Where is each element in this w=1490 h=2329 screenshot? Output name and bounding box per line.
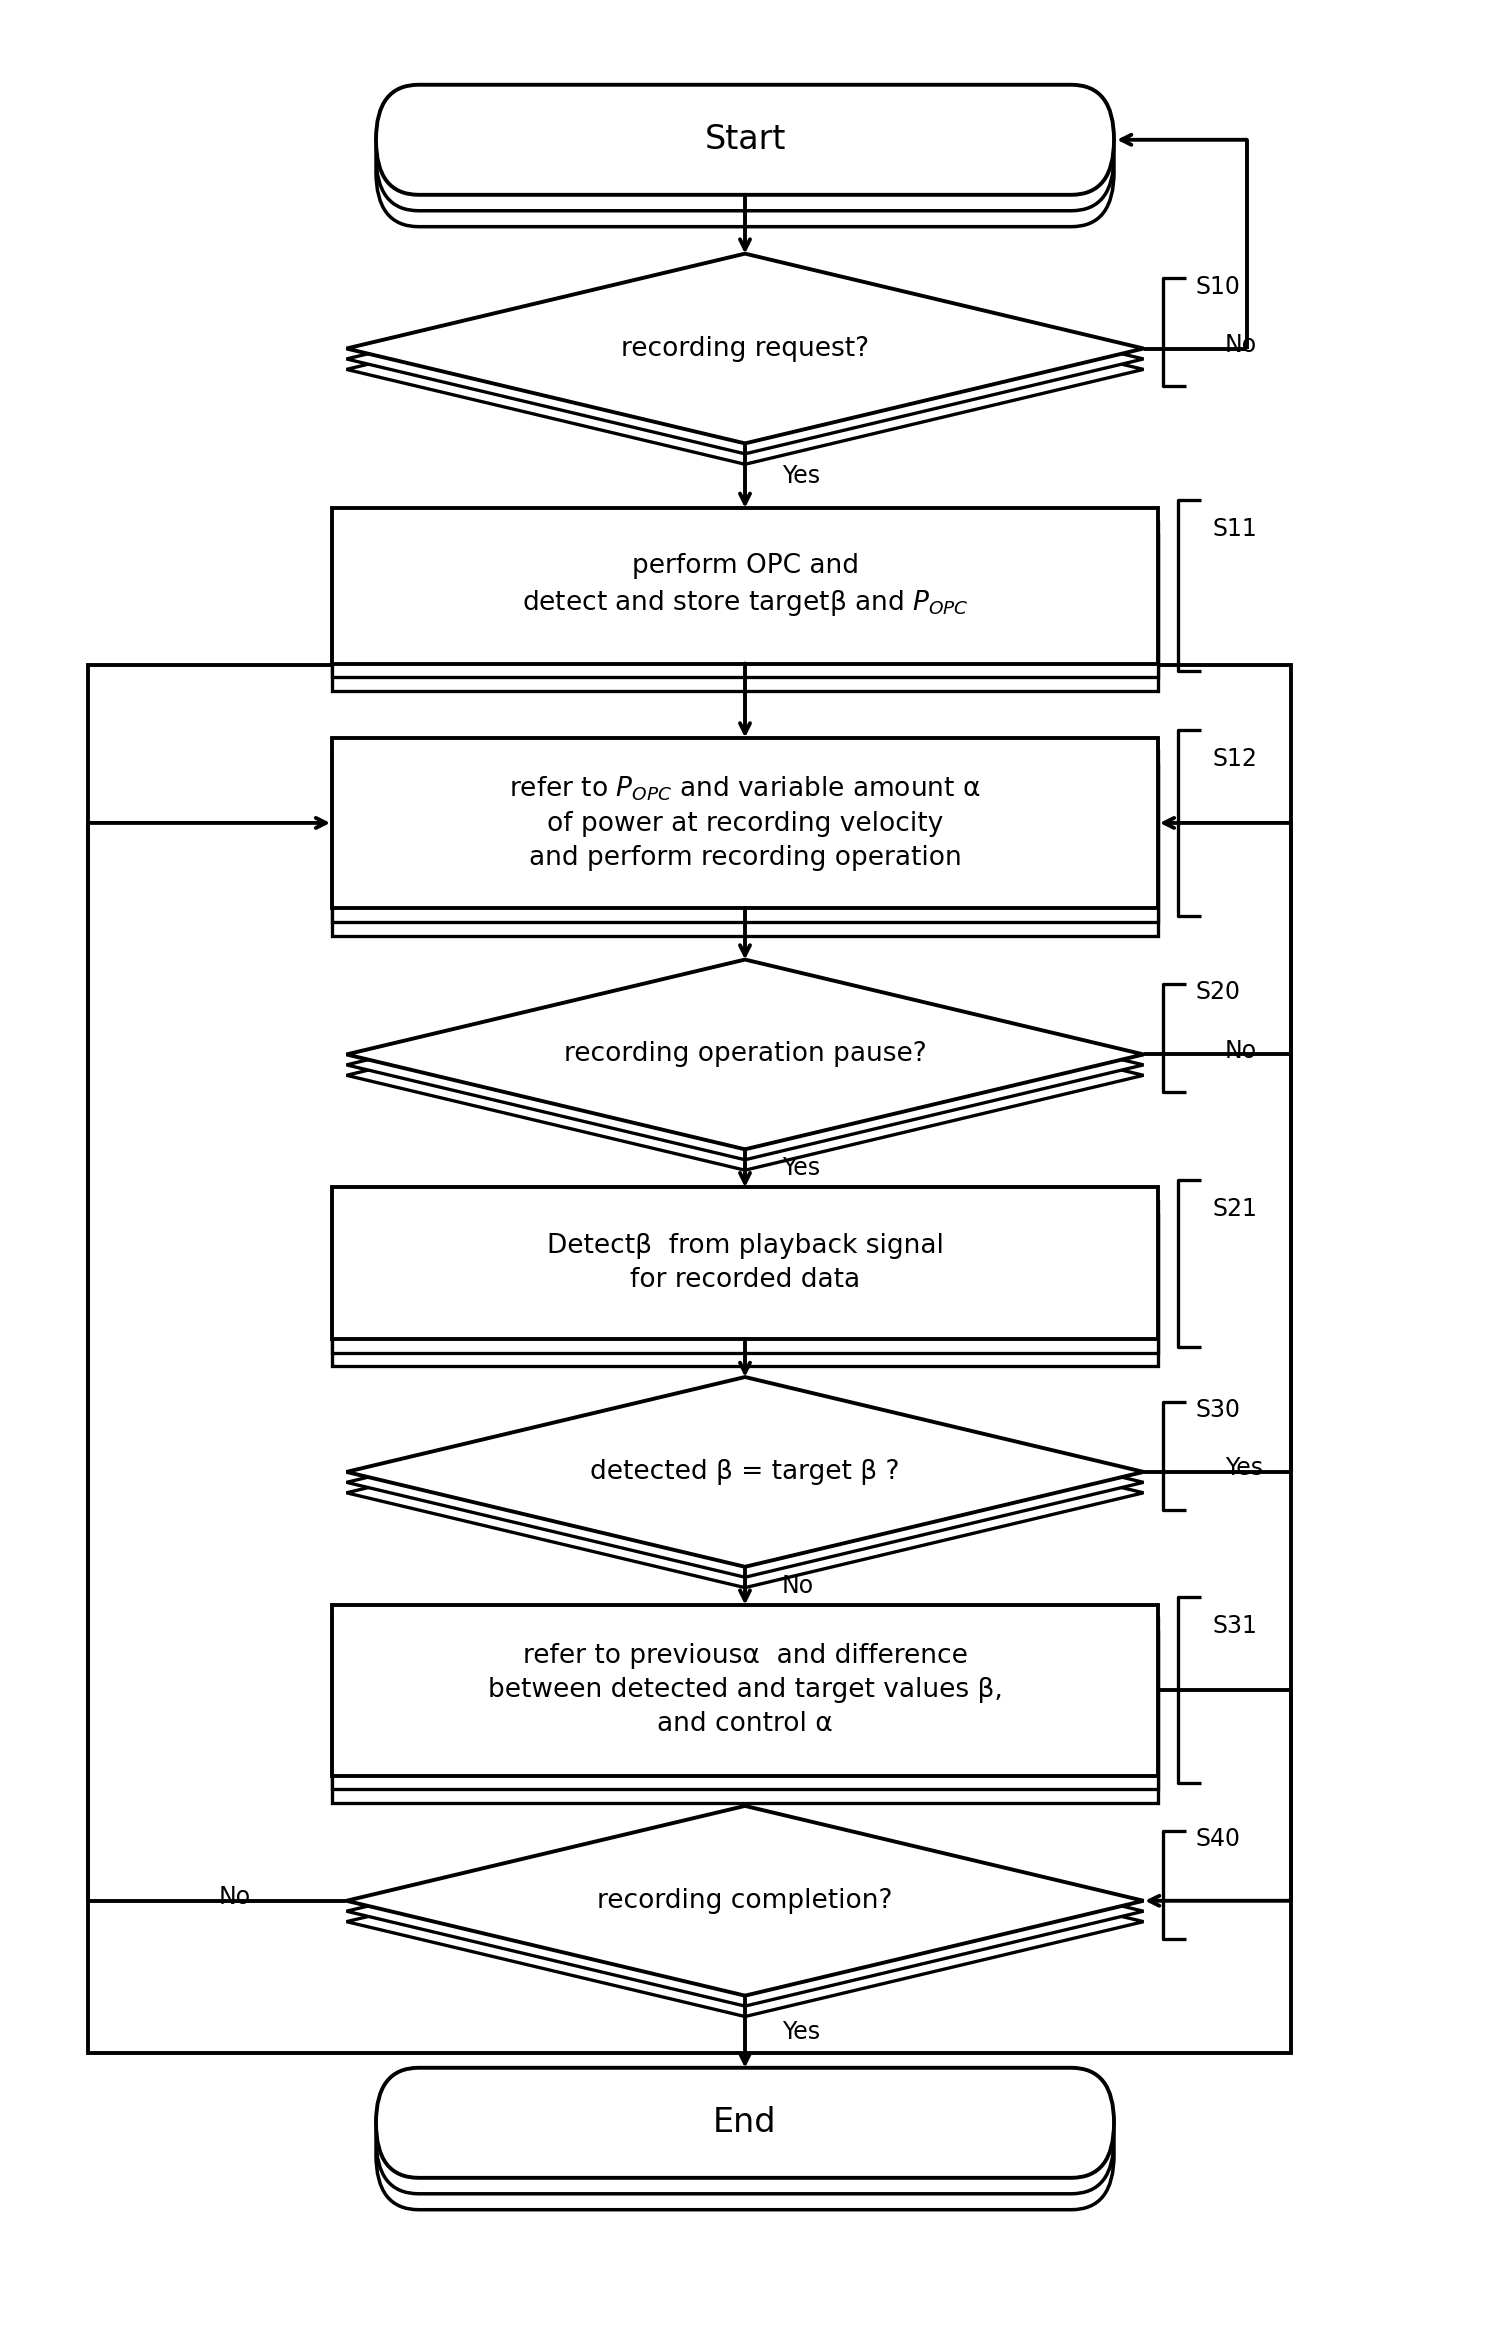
Polygon shape [347,1376,1143,1567]
Text: S20: S20 [1195,981,1240,1004]
Bar [332,536,1158,692]
Text: S31: S31 [1213,1614,1258,1637]
Bar [332,1216,1158,1367]
Bar [332,522,1158,678]
Polygon shape [347,960,1143,1148]
Text: detected β = target β ?: detected β = target β ? [590,1458,900,1486]
Text: No: No [1225,1039,1258,1062]
Bar [88,666,1292,2052]
Text: Yes: Yes [1225,1456,1264,1481]
Text: recording request?: recording request? [621,335,869,361]
Text: recording operation pause?: recording operation pause? [563,1041,927,1067]
Polygon shape [347,275,1143,463]
Text: Yes: Yes [782,1155,820,1181]
Text: Detectβ  from playback signal
for recorded data: Detectβ from playback signal for recorde… [547,1232,943,1293]
Text: recording completion?: recording completion? [597,1889,893,1914]
Bar [332,764,1158,936]
Polygon shape [347,1826,1143,2017]
Polygon shape [347,1805,1143,1996]
Text: S21: S21 [1213,1197,1258,1220]
Bar [332,738,1158,908]
Polygon shape [347,254,1143,443]
FancyBboxPatch shape [375,84,1115,196]
Bar [332,1633,1158,1803]
Bar [332,508,1158,664]
Text: S40: S40 [1195,1826,1240,1852]
Text: refer to previousα  and difference
between detected and target values β,
and con: refer to previousα and difference betwee… [487,1644,1003,1737]
Text: S30: S30 [1195,1397,1240,1423]
Polygon shape [347,263,1143,454]
Bar [332,1619,1158,1789]
Text: S11: S11 [1213,517,1258,540]
Bar [332,752,1158,922]
Text: Yes: Yes [782,2019,820,2045]
Text: End: End [714,2105,776,2140]
Text: S10: S10 [1195,275,1240,298]
Text: Start: Start [705,123,785,156]
Text: refer to $P_{OPC}$ and variable amount α
of power at recording velocity
and perf: refer to $P_{OPC}$ and variable amount α… [510,776,980,871]
Text: perform OPC and
detect and store targetβ and $P_{OPC}$: perform OPC and detect and store targetβ… [522,554,968,617]
Polygon shape [347,981,1143,1169]
Text: No: No [219,1884,250,1910]
Polygon shape [347,1397,1143,1588]
Bar [332,1202,1158,1353]
Bar [332,1605,1158,1775]
Text: No: No [1225,333,1258,356]
Polygon shape [347,1817,1143,2005]
Text: S12: S12 [1213,748,1258,771]
FancyBboxPatch shape [375,2068,1115,2178]
Bar [332,1188,1158,1339]
Polygon shape [347,969,1143,1160]
Text: Yes: Yes [782,463,820,487]
Text: No: No [782,1574,814,1598]
Polygon shape [347,1388,1143,1577]
